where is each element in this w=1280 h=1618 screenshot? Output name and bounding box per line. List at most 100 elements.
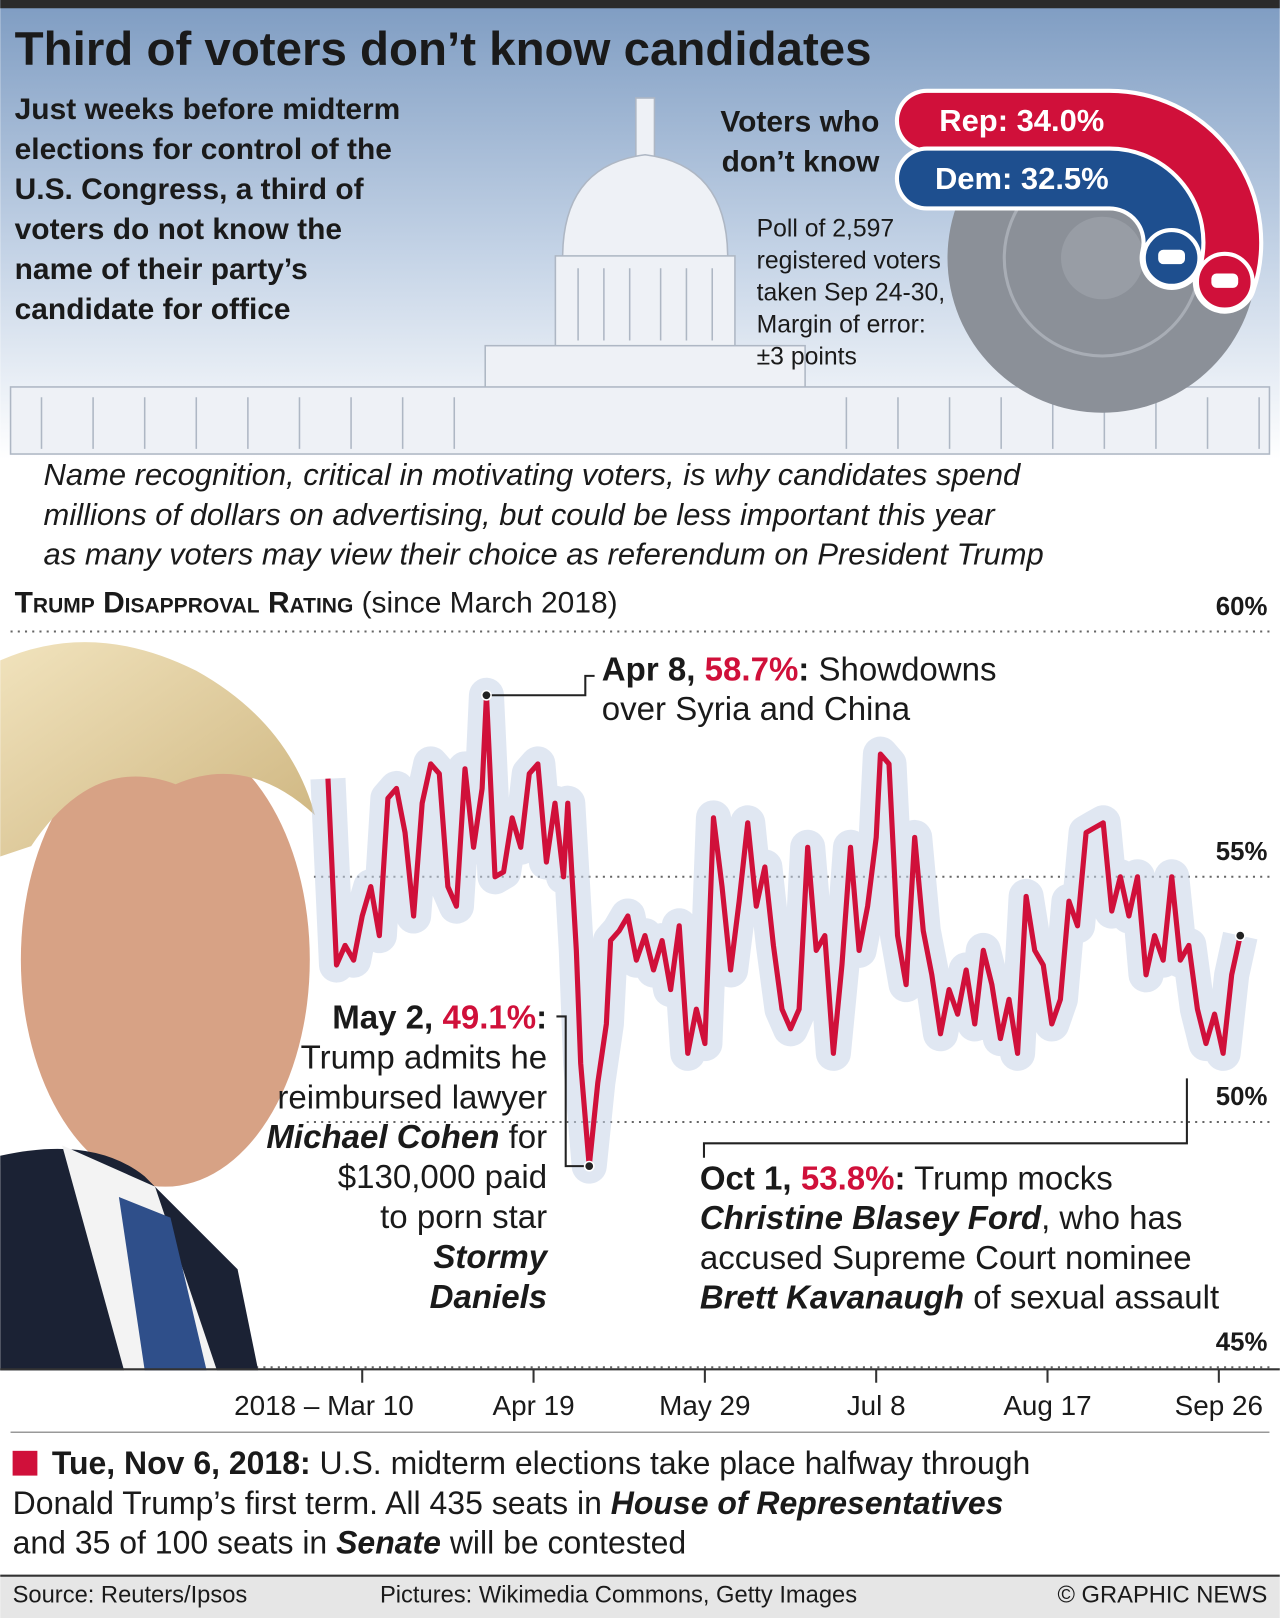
portrait [0, 642, 315, 1371]
annotation-line: Brett Kavanaugh of sexual assault [700, 1278, 1219, 1315]
source: Source: Reuters/Ipsos [13, 1582, 248, 1608]
dome [561, 154, 729, 259]
radial-bar [899, 92, 1260, 310]
text-segment: Brett Kavanaugh [700, 1278, 964, 1315]
text-segment: to porn star [380, 1198, 547, 1235]
hair [0, 642, 315, 857]
poll-note: Margin of error: [757, 312, 926, 339]
annotation-line: Daniels [430, 1277, 547, 1314]
radial-value-label: Dem: 32.5% [935, 161, 1109, 196]
text-segment: , who has [1041, 1199, 1182, 1236]
subtitle-line: elections for control of the [15, 133, 392, 166]
annotation-date: May 2, [332, 998, 433, 1035]
y-tick-label: 45% [1216, 1328, 1268, 1356]
note-marker [12, 1450, 38, 1476]
annotation-date: Oct 1, [700, 1159, 792, 1196]
text-segment: Trump mocks [906, 1159, 1113, 1196]
text-segment: $130,000 paid [338, 1158, 547, 1195]
subtitle-line: voters do not know the [15, 213, 342, 246]
annotation-date: Apr 8, [602, 650, 696, 687]
y-tick-label: 55% [1216, 838, 1268, 866]
annotation-line: reimbursed lawyer [277, 1078, 547, 1115]
intro-line: Name recognition, critical in motivating… [44, 457, 1023, 492]
x-tick-label: Sep 26 [1175, 1390, 1263, 1421]
text-line: Donald Trump’s first term. All 435 seats… [13, 1485, 1004, 1521]
text-segment: House of Representatives [611, 1485, 1004, 1521]
poll-note: registered voters [757, 248, 941, 275]
subtitle-line: U.S. Congress, a third of [15, 173, 365, 206]
annotation-line: accused Supreme Court nominee [700, 1238, 1192, 1275]
text-segment: Showdowns [809, 650, 996, 687]
line-chart: 60% 55% 50% 45% 2018 – Mar 10 Apr 19 May 29 Jul… [0, 593, 1280, 1421]
radial-value-label: Rep: 34.0% [939, 103, 1104, 138]
face [20, 732, 310, 1187]
capitol-building [9, 97, 1271, 455]
y-tick-label: 60% [1216, 593, 1268, 621]
annotation-leader [556, 1015, 590, 1168]
text-segment: Daniels [430, 1277, 547, 1314]
subtitle-line: name of their party’s [15, 253, 308, 286]
title: Third of voters don’t know candidates [15, 23, 872, 76]
chart-title: Trump Disapproval Rating (since March 201… [15, 586, 618, 619]
text-segment: and 35 of 100 seats in [13, 1525, 336, 1561]
radial-title: Voters who [720, 105, 879, 138]
text-segment: : [536, 998, 547, 1035]
text-segment: Christine Blasey Ford [700, 1199, 1042, 1236]
annotation-dot [583, 1160, 595, 1172]
poll-note: Poll of 2,597 [757, 216, 895, 243]
annotation-line: Christine Blasey Ford, who has [700, 1199, 1183, 1236]
intro: Name recognition, critical in motivating… [44, 457, 1044, 571]
text-segment: reimbursed lawyer [277, 1078, 547, 1115]
footer-note: Tue, Nov 6, 2018: U.S. midterm elections… [13, 1445, 1031, 1560]
poll-note: taken Sep 24-30, [757, 280, 946, 307]
x-tick-label: Aug 17 [1003, 1390, 1091, 1421]
party-icon-figure [1158, 249, 1186, 265]
party-icon-figure [1211, 273, 1239, 288]
text-segment: accused Supreme Court nominee [700, 1238, 1192, 1275]
intro-line: as many voters may view their choice as … [44, 537, 1044, 572]
columns [40, 268, 1260, 449]
text-segment: of sexual assault [964, 1278, 1219, 1315]
drum [554, 255, 736, 350]
text-line: Tue, Nov 6, 2018: U.S. midterm elections… [52, 1445, 1030, 1481]
x-tick-label: 2018 – Mar 10 [234, 1390, 414, 1421]
annotation-line: Apr 8, 58.7%: Showdowns [602, 650, 997, 687]
x-tick-label: Jul 8 [847, 1390, 906, 1421]
poll-note: ±3 points [757, 344, 857, 371]
annotation-line: $130,000 paid [338, 1158, 547, 1195]
subtitle-line: candidate for office [15, 293, 291, 326]
annotation-dot [1234, 930, 1246, 942]
credit: © GRAPHIC NEWS [1057, 1582, 1267, 1608]
annotation-line: over Syria and China [602, 689, 911, 726]
annotation-line: Michael Cohen for [266, 1118, 547, 1155]
radial-title: don’t know [722, 146, 881, 179]
annotation-value: 58.7% [705, 650, 799, 687]
text-segment: U.S. midterm elections take place halfwa… [311, 1445, 1031, 1481]
annotation-line: Oct 1, 53.8%: Trump mocks [700, 1159, 1113, 1196]
x-tick-label: Apr 19 [492, 1390, 574, 1421]
annotation-dot [481, 689, 492, 701]
annotation-leader [702, 1078, 1188, 1158]
chart-subtitle: (since March 2018) [362, 586, 618, 619]
annotation-line: Stormy [433, 1238, 548, 1275]
chart-title-main: Trump Disapproval Rating [15, 586, 354, 619]
text-segment: : [895, 1159, 906, 1196]
pictures-credit: Pictures: Wikimedia Commons, Getty Image… [380, 1582, 857, 1608]
top-bar [0, 0, 1280, 9]
text-segment: Michael Cohen [266, 1118, 499, 1155]
footer-bar [0, 1575, 1280, 1618]
text-segment: over Syria and China [602, 689, 911, 726]
text-segment: Trump admits he [301, 1038, 547, 1075]
text-segment: Tue, Nov 6, 2018: [52, 1445, 311, 1481]
y-tick-label: 50% [1216, 1083, 1268, 1111]
data-line [325, 692, 1243, 1169]
text-segment: will be contested [441, 1525, 686, 1561]
text-segment: for [499, 1118, 547, 1155]
annotation-leader [486, 674, 595, 697]
subtitle-line: Just weeks before midterm [15, 93, 401, 126]
text-segment: Stormy [433, 1238, 548, 1275]
x-tick-label: May 29 [659, 1390, 750, 1421]
text-line: and 35 of 100 seats in Senate will be co… [13, 1525, 687, 1561]
